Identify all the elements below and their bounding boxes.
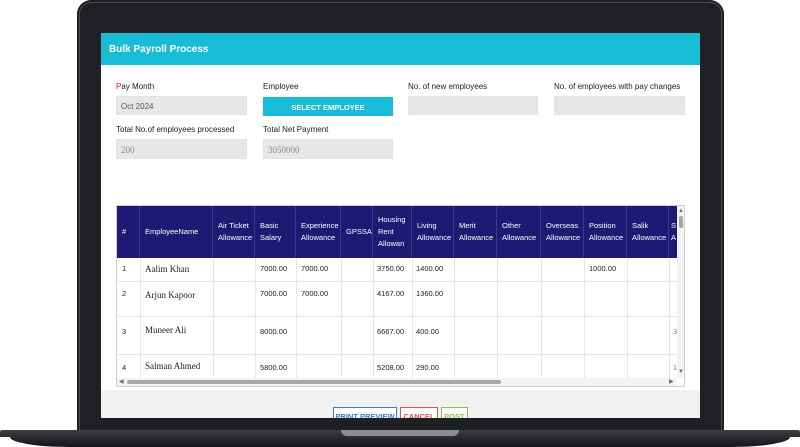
col-header-number: #: [117, 206, 140, 258]
processed-field: 200: [116, 139, 247, 159]
living-cell: 1360.00: [416, 289, 444, 298]
row-divider: [117, 316, 677, 317]
grid-line: [584, 258, 585, 378]
grid-line: [373, 258, 374, 378]
col-header-basic-salary[interactable]: Basic Salary: [255, 206, 296, 258]
col-header-gpssa[interactable]: GPSSA: [341, 206, 373, 258]
horizontal-scroll-thumb[interactable]: [127, 380, 501, 384]
net-payment-field: 3050000: [263, 139, 393, 159]
overflow-cell: 3: [673, 327, 678, 336]
experience-cell: 7000.00: [301, 289, 329, 298]
laptop-base: [0, 430, 800, 447]
row-number: 2: [122, 289, 127, 298]
grid-line: [541, 258, 542, 378]
housing-cell: 5208.00: [377, 363, 405, 372]
col-header-overseas[interactable]: Overseas Allowance: [541, 206, 584, 258]
row-number: 1: [122, 264, 127, 273]
grid-line: [296, 258, 297, 378]
vertical-scroll-thumb[interactable]: [679, 216, 683, 228]
cancel-button[interactable]: CANCEL: [400, 407, 438, 418]
col-header-air-ticket[interactable]: Air Ticket Allowance: [213, 206, 255, 258]
scroll-down-arrow-icon[interactable]: ▼: [678, 369, 684, 375]
pay-month-field[interactable]: Oct 2024: [116, 96, 247, 115]
col-header-salik[interactable]: Salik Allowance: [627, 206, 669, 258]
payroll-table: # EmployeeName Air Ticket Allowance Basi…: [116, 205, 685, 387]
employee-name[interactable]: Arjun Kapoor: [145, 290, 196, 300]
pay-month-label-required: P: [116, 82, 122, 91]
horizontal-scrollbar[interactable]: ◀ ▶: [117, 378, 677, 386]
new-employees-field: [408, 96, 538, 115]
col-header-living[interactable]: Living Allowance: [412, 206, 454, 258]
grid-line: [627, 258, 628, 378]
post-button[interactable]: POST: [441, 407, 468, 418]
row-number: 3: [122, 327, 127, 336]
select-employee-button[interactable]: SELECT EMPLOYEE: [263, 97, 393, 116]
table-header: # EmployeeName Air Ticket Allowance Basi…: [117, 206, 677, 258]
col-header-other[interactable]: Other Allowance: [497, 206, 541, 258]
laptop-base-bottom: [10, 437, 790, 447]
payroll-form-card: Pay Month Employee No. of new employees …: [101, 65, 700, 418]
living-cell: 400.00: [416, 327, 439, 336]
employee-name[interactable]: Aalim Khan: [145, 264, 190, 274]
housing-cell: 3750.00: [377, 264, 405, 273]
grid-line: [255, 258, 256, 378]
app-screen: Bulk Payroll Process Pay Month Employee …: [101, 33, 700, 418]
housing-cell: 4167.00: [377, 289, 405, 298]
experience-cell: 7000.00: [301, 264, 329, 273]
col-header-position[interactable]: Position Allowance: [584, 206, 627, 258]
overflow-cell: 1: [673, 363, 678, 372]
vertical-scrollbar[interactable]: ▲ ▼: [677, 206, 684, 378]
position-cell: 1000.00: [589, 264, 617, 273]
col-header-housing[interactable]: Housing Rent Allowan: [373, 206, 412, 258]
grid-line: [497, 258, 498, 378]
col-header-merit[interactable]: Merit Allowance: [454, 206, 497, 258]
grid-line: [412, 258, 413, 378]
scroll-right-arrow-icon[interactable]: ▶: [669, 379, 674, 385]
row-divider: [117, 354, 677, 355]
employee-name[interactable]: Muneer Ali: [145, 325, 187, 335]
housing-cell: 6667.00: [377, 327, 405, 336]
row-number: 4: [122, 363, 127, 372]
col-header-employee-name[interactable]: EmployeeName: [140, 206, 213, 258]
net-payment-label: Total Net Payment: [263, 125, 329, 134]
basic-salary-cell: 7000.00: [260, 289, 288, 298]
grid-line: [669, 258, 670, 378]
basic-salary-cell: 8000.00: [260, 327, 288, 336]
grid-line: [454, 258, 455, 378]
grid-line: [341, 258, 342, 378]
row-divider: [117, 281, 677, 282]
pay-month-label-text: ay Month: [121, 82, 155, 91]
scroll-up-arrow-icon[interactable]: ▲: [678, 208, 684, 214]
pay-changes-field: [554, 96, 685, 115]
employee-name[interactable]: Salman Ahmed: [145, 361, 201, 371]
scroll-left-arrow-icon[interactable]: ◀: [119, 379, 124, 385]
basic-salary-cell: 5800.00: [260, 363, 288, 372]
window-title: Bulk Payroll Process: [101, 33, 700, 65]
grid-line: [140, 258, 141, 378]
living-cell: 1400.00: [416, 264, 444, 273]
pay-month-label: Pay Month: [116, 82, 154, 91]
basic-salary-cell: 7000.00: [260, 264, 288, 273]
processed-label: Total No.of employees processed: [116, 125, 235, 134]
print-preview-button[interactable]: PRINT PREVIEW: [333, 407, 397, 418]
living-cell: 290.00: [416, 363, 439, 372]
col-header-overflow: S A: [671, 221, 677, 242]
employee-label: Employee: [263, 82, 299, 91]
laptop-notch: [341, 430, 459, 436]
pay-changes-label: No. of employees with pay changes: [554, 82, 681, 91]
new-employees-label: No. of new employees: [408, 82, 488, 91]
col-header-experience[interactable]: Experience Allowance: [296, 206, 341, 258]
grid-line: [213, 258, 214, 378]
